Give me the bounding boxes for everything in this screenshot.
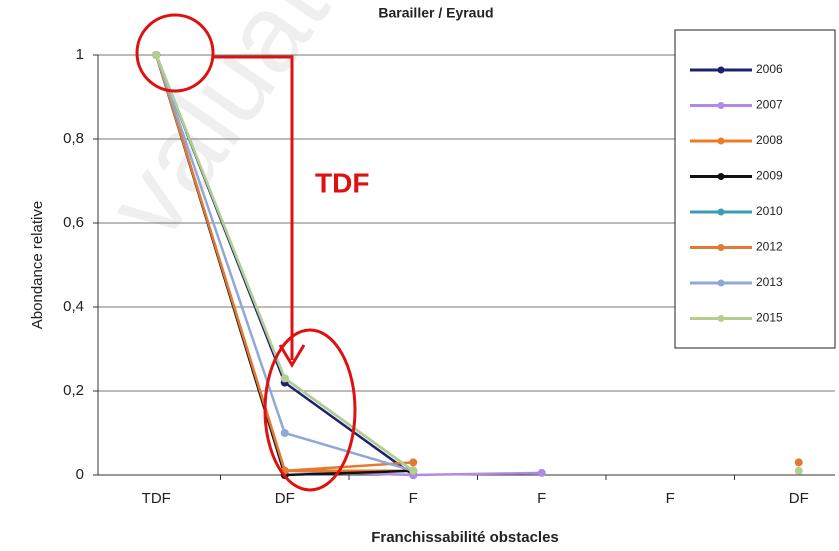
data-point	[794, 458, 803, 467]
legend-marker	[717, 66, 725, 74]
legend-marker	[717, 173, 725, 180]
annotation-text: TDF	[315, 167, 369, 198]
x-tick-label: DF	[789, 490, 809, 507]
x-tick-label: F	[409, 490, 418, 507]
legend-marker	[717, 244, 725, 251]
y-axis-label: Abondance relative	[29, 201, 46, 329]
x-tick-label: F	[537, 490, 546, 507]
highlight-ellipse	[263, 328, 357, 492]
highlight-circle	[135, 13, 215, 93]
data-point	[280, 429, 289, 437]
data-point	[409, 458, 418, 467]
legend-label: 2013	[756, 275, 783, 289]
legend-marker	[717, 208, 725, 216]
legend-label: 2008	[756, 133, 783, 147]
y-tick-label: 0,2	[63, 382, 84, 399]
legend-label: 2006	[756, 62, 783, 76]
arrow	[213, 55, 294, 360]
legend-label: 2010	[756, 204, 783, 218]
arrow-head	[278, 344, 306, 368]
plot: 0 0,2 0,4 0,6 0,8 1 TDF DF F F F DF	[63, 46, 835, 507]
annotations: TDF	[135, 13, 369, 492]
legend-box	[674, 29, 836, 349]
data-point	[152, 51, 161, 59]
legend-label: 2007	[756, 98, 783, 112]
legend-marker	[717, 279, 725, 287]
x-tick-label: TDF	[142, 490, 171, 507]
legend-marker	[717, 102, 725, 109]
y-tick-label: 0	[76, 466, 84, 483]
y-tick-label: 0,6	[63, 214, 84, 231]
legend-marker	[717, 137, 725, 145]
x-tick-label: F	[666, 490, 675, 507]
watermark: valuation	[83, 0, 436, 260]
data-point	[537, 468, 546, 477]
data-point	[409, 466, 418, 475]
legend-label: 2015	[756, 311, 783, 325]
data-point	[794, 466, 803, 475]
y-tick-label: 0,8	[63, 130, 84, 147]
legend-marker	[717, 315, 725, 322]
x-axis-label: Franchissabilité obstacles	[371, 529, 559, 546]
legend-label: 2012	[756, 240, 783, 254]
y-tick-label: 0,4	[63, 298, 84, 315]
x-tick-label: DF	[275, 490, 295, 507]
legend-label: 2009	[756, 169, 783, 183]
data-point	[280, 374, 289, 383]
y-tick-label: 1	[76, 46, 84, 63]
chart-title: Barailler / Eyraud	[378, 5, 493, 21]
